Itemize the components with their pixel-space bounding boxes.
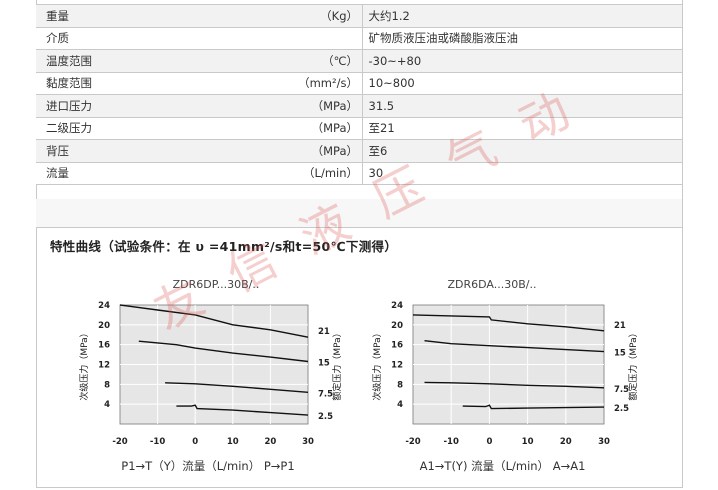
x-axis-label: A1→T(Y) 流量（L/min） A→A1	[420, 459, 586, 473]
x-tick-label: 30	[598, 437, 610, 447]
y-axis-label-right: 额定压力（MPa）	[627, 328, 639, 400]
spec-row: 重量 （Kg） 大约1.2	[36, 4, 682, 28]
spec-unit	[276, 26, 360, 50]
y-tick-label: 4	[104, 400, 110, 410]
right-axis-label: 7.5	[614, 385, 629, 395]
spec-sep	[360, 139, 362, 163]
spec-value: 大约1.2	[361, 4, 682, 28]
spec-value: 30	[361, 161, 682, 185]
y-axis-label-left: 次级压力（MPa）	[78, 328, 90, 400]
spec-unit: （mm²/s）	[276, 71, 360, 95]
y-axis-label-right: 额定压力（MPa）	[331, 328, 343, 400]
y-tick-label: 24	[98, 301, 110, 311]
chart-title: ZDR6DA...30B/..	[448, 278, 537, 291]
x-tick-label: 0	[486, 437, 492, 447]
series-line-2	[138, 340, 309, 363]
chart-2: ZDR6DA...30B/.. -20 -10 0 10 20 30 4 8 12 16 20 24 21…	[371, 278, 639, 473]
series-line-4	[176, 404, 309, 416]
spec-sep	[360, 116, 362, 140]
spec-unit: （MPa）	[276, 139, 360, 163]
y-axis-label-left: 次级压力（MPa）	[371, 328, 383, 400]
y-tick-label: 24	[391, 301, 403, 311]
x-tick-label: 10	[227, 437, 239, 447]
x-tick-label: 20	[264, 437, 276, 447]
x-tick-label: 0	[192, 437, 198, 447]
right-axis-label: 15	[318, 359, 330, 369]
chart-1: ZDR6DP...30B/.. -20 -10 0 10 20 30 4 8 12 16 20 24 21…	[78, 278, 343, 473]
spec-name: 背压	[36, 139, 276, 163]
y-tick-label: 12	[391, 361, 403, 371]
spec-value: 矿物质液压油或磷酸脂液压油	[361, 26, 682, 50]
spec-value: -30~+80	[361, 49, 682, 73]
x-tick-label: 10	[522, 437, 534, 447]
spec-table: 重量 （Kg） 大约1.2 介质 矿物质液压油或磷酸脂液压油 温度范围 （℃） -30~+80…	[36, 4, 682, 185]
series-line-4	[462, 404, 605, 410]
spec-unit: （L/min）	[276, 161, 360, 185]
y-tick-label: 16	[391, 341, 403, 351]
spec-row: 背压 （MPa） 至6	[36, 139, 682, 163]
spec-row: 二级压力 （MPa） 至21	[36, 116, 682, 140]
right-axis-label: 2.5	[318, 412, 333, 422]
series-line-3	[424, 381, 605, 389]
spec-unit: （Kg）	[276, 4, 360, 28]
spec-unit: （℃）	[276, 49, 360, 73]
right-axis-label: 2.5	[614, 404, 629, 414]
spec-value: 至6	[361, 139, 682, 163]
series-line-2	[424, 340, 605, 353]
y-tick-label: 4	[397, 400, 403, 410]
y-tick-label: 8	[397, 380, 403, 390]
spec-unit: （MPa）	[276, 94, 360, 118]
series-line-1	[119, 304, 309, 338]
spec-value: 至21	[361, 116, 682, 140]
spec-name: 进口压力	[36, 94, 276, 118]
y-tick-label: 16	[98, 341, 110, 351]
right-axis-label: 21	[318, 327, 330, 337]
document-frame	[36, 0, 683, 488]
blank-row	[36, 199, 682, 228]
x-axis-label: P1→T（Y）流量（L/min） P→P1	[121, 459, 294, 473]
x-tick-label: 30	[302, 437, 314, 447]
x-tick-label: 20	[560, 437, 572, 447]
curves-title: 特性曲线（试验条件：在 υ =41mm²/s和t=50℃下测得）	[50, 239, 398, 254]
x-tick-label: -10	[150, 437, 165, 447]
series-line-3	[165, 382, 309, 393]
spec-name: 流量	[36, 161, 276, 185]
x-tick-label: -20	[405, 437, 420, 447]
spec-row: 进口压力 （MPa） 31.5	[36, 94, 682, 118]
spec-name: 重量	[36, 4, 276, 28]
right-axis-label: 7.5	[318, 389, 333, 399]
x-tick-label: -10	[444, 437, 459, 447]
right-axis-label: 21	[614, 321, 626, 331]
x-tick-label: -20	[112, 437, 127, 447]
spec-name: 二级压力	[36, 116, 276, 140]
spec-unit: （MPa）	[276, 116, 360, 140]
series-line-1	[412, 314, 605, 332]
right-axis-label: 15	[614, 349, 626, 359]
spec-row: 流量 （L/min） 30	[36, 161, 682, 185]
spec-sep	[360, 161, 362, 185]
chart-title: ZDR6DP...30B/..	[173, 278, 260, 291]
y-tick-label: 20	[98, 321, 110, 331]
y-tick-label: 12	[98, 361, 110, 371]
y-tick-label: 20	[391, 321, 403, 331]
y-tick-label: 8	[104, 380, 110, 390]
spec-name: 黏度范围	[36, 71, 276, 95]
